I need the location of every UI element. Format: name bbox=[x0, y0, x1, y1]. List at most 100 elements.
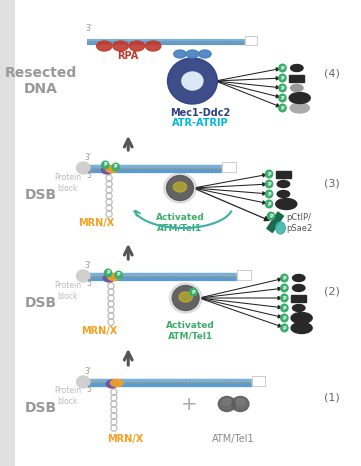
Circle shape bbox=[281, 294, 288, 302]
Ellipse shape bbox=[108, 274, 120, 281]
Text: DSB: DSB bbox=[25, 296, 57, 310]
Ellipse shape bbox=[77, 270, 90, 282]
Text: P: P bbox=[280, 96, 284, 101]
Ellipse shape bbox=[174, 50, 186, 58]
Bar bbox=[245, 36, 257, 45]
Circle shape bbox=[267, 212, 275, 220]
Text: P: P bbox=[192, 289, 195, 295]
Text: P: P bbox=[283, 275, 286, 281]
Text: P: P bbox=[104, 163, 107, 167]
FancyBboxPatch shape bbox=[11, 0, 361, 466]
Circle shape bbox=[281, 324, 288, 332]
Text: RPA: RPA bbox=[118, 51, 139, 61]
Text: 3': 3' bbox=[84, 153, 91, 162]
Ellipse shape bbox=[292, 285, 305, 292]
Text: (2): (2) bbox=[324, 286, 340, 296]
Ellipse shape bbox=[276, 199, 297, 210]
Ellipse shape bbox=[129, 41, 144, 51]
Bar bbox=[267, 212, 283, 233]
Bar bbox=[252, 376, 265, 386]
Text: DSB: DSB bbox=[25, 188, 57, 202]
Text: 3': 3' bbox=[84, 367, 91, 376]
Text: MRN/X: MRN/X bbox=[81, 326, 118, 336]
Ellipse shape bbox=[292, 304, 305, 311]
Text: P: P bbox=[267, 192, 271, 197]
Text: P: P bbox=[280, 66, 284, 70]
Text: 5': 5' bbox=[86, 279, 93, 288]
Ellipse shape bbox=[223, 398, 231, 405]
Ellipse shape bbox=[166, 176, 193, 200]
Ellipse shape bbox=[289, 92, 310, 103]
Ellipse shape bbox=[277, 191, 290, 198]
Circle shape bbox=[265, 170, 273, 178]
Circle shape bbox=[281, 284, 288, 292]
Circle shape bbox=[279, 64, 286, 72]
Ellipse shape bbox=[218, 397, 235, 411]
Ellipse shape bbox=[290, 103, 309, 113]
Text: +: + bbox=[181, 395, 198, 413]
Text: P: P bbox=[280, 105, 284, 110]
Text: MRN/X: MRN/X bbox=[107, 434, 143, 444]
Circle shape bbox=[279, 94, 286, 102]
Ellipse shape bbox=[186, 50, 199, 58]
Text: (4): (4) bbox=[324, 69, 340, 79]
Text: P: P bbox=[283, 325, 286, 330]
Ellipse shape bbox=[77, 162, 90, 174]
Ellipse shape bbox=[101, 166, 113, 174]
Text: Resected
DNA: Resected DNA bbox=[5, 66, 77, 96]
Ellipse shape bbox=[106, 165, 118, 172]
Ellipse shape bbox=[291, 313, 312, 323]
Text: Activated
ATM/Tel1: Activated ATM/Tel1 bbox=[166, 321, 215, 341]
Text: (3): (3) bbox=[325, 179, 340, 189]
Circle shape bbox=[265, 190, 273, 198]
Ellipse shape bbox=[113, 41, 128, 51]
Text: P: P bbox=[283, 315, 286, 321]
Text: 3': 3' bbox=[85, 24, 92, 33]
Ellipse shape bbox=[168, 58, 217, 104]
Circle shape bbox=[101, 161, 109, 169]
Ellipse shape bbox=[276, 222, 285, 234]
Circle shape bbox=[281, 314, 288, 322]
Ellipse shape bbox=[97, 41, 112, 51]
Ellipse shape bbox=[164, 173, 196, 203]
Ellipse shape bbox=[106, 380, 118, 388]
Text: Protein
block: Protein block bbox=[54, 281, 82, 301]
Text: ATR-ATRIP: ATR-ATRIP bbox=[172, 118, 229, 128]
Text: P: P bbox=[114, 164, 118, 170]
Circle shape bbox=[279, 104, 286, 112]
Circle shape bbox=[265, 200, 273, 208]
Ellipse shape bbox=[169, 283, 202, 313]
Text: P: P bbox=[106, 270, 110, 275]
Text: P: P bbox=[280, 75, 284, 81]
Bar bbox=[222, 162, 235, 172]
Text: 3': 3' bbox=[84, 261, 91, 270]
Text: P: P bbox=[267, 201, 271, 206]
Ellipse shape bbox=[182, 72, 203, 90]
Text: 5': 5' bbox=[86, 385, 93, 394]
Bar bbox=[245, 36, 257, 45]
Text: P: P bbox=[267, 181, 271, 186]
Text: MRN/X: MRN/X bbox=[78, 218, 115, 228]
Ellipse shape bbox=[199, 50, 211, 58]
Bar bbox=[289, 75, 304, 82]
Circle shape bbox=[112, 163, 119, 171]
Text: pCtIP/
pSae2: pCtIP/ pSae2 bbox=[286, 213, 313, 233]
Ellipse shape bbox=[77, 376, 90, 388]
Text: Activated
ATM/Tel1: Activated ATM/Tel1 bbox=[156, 213, 204, 233]
Text: ATM/Tel1: ATM/Tel1 bbox=[212, 434, 255, 444]
Text: (1): (1) bbox=[325, 393, 340, 403]
Circle shape bbox=[279, 84, 286, 92]
Ellipse shape bbox=[291, 84, 303, 91]
Text: P: P bbox=[280, 85, 284, 90]
Circle shape bbox=[190, 288, 197, 296]
Ellipse shape bbox=[172, 286, 199, 310]
Text: DSB: DSB bbox=[25, 401, 57, 415]
Text: Mec1-Ddc2: Mec1-Ddc2 bbox=[170, 108, 230, 118]
Ellipse shape bbox=[145, 41, 161, 51]
Text: Protein
block: Protein block bbox=[54, 386, 82, 406]
Bar bbox=[238, 270, 251, 280]
Circle shape bbox=[281, 274, 288, 282]
Ellipse shape bbox=[291, 322, 312, 334]
Ellipse shape bbox=[292, 274, 305, 281]
Bar bbox=[252, 376, 265, 386]
